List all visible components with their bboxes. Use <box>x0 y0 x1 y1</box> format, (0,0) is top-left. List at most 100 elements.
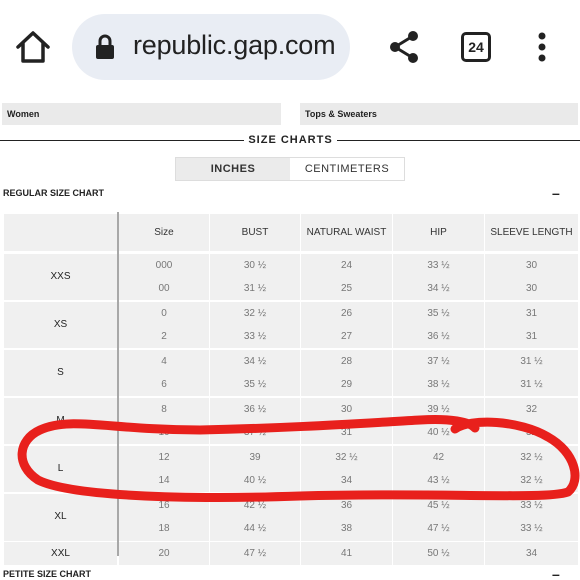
table-cell: 31 ½ <box>243 282 267 294</box>
table-cell: 33 ½ <box>427 259 450 271</box>
home-icon[interactable] <box>14 28 52 66</box>
units-toggle: INCHES CENTIMETERS <box>175 157 405 181</box>
table-cell: 38 ½ <box>427 379 450 390</box>
table-cell: 36 <box>340 500 353 511</box>
column-separator <box>117 212 119 556</box>
collapse-petite-chart-button[interactable]: – <box>552 566 560 580</box>
table-cell-bg <box>119 253 209 301</box>
section-title: SIZE CHARTS <box>248 134 333 146</box>
table-cell: 30 <box>340 403 353 415</box>
table-cell: 40 ½ <box>427 427 450 439</box>
table-cell: 32 ½ <box>335 451 358 463</box>
table-cell: 34 <box>340 475 353 487</box>
table-cell: 45 ½ <box>427 500 450 511</box>
table-cell: 12 <box>158 451 170 463</box>
menu-icon[interactable] <box>532 32 552 62</box>
size-group-cell <box>4 542 117 566</box>
table-cell: 47 ½ <box>243 548 267 560</box>
share-icon[interactable] <box>388 30 420 64</box>
divider <box>0 140 244 141</box>
table-cell: 42 <box>432 451 445 463</box>
size-group-cell <box>4 253 117 301</box>
size-label: L <box>57 463 64 475</box>
header-cell <box>210 214 300 251</box>
table-cell-bg <box>485 301 578 349</box>
table-cell-bg <box>485 349 578 397</box>
table-cell: 4 <box>161 355 167 367</box>
table-cell: 34 <box>525 548 538 560</box>
table-cell-bg <box>119 542 209 566</box>
table-cell: 27 <box>340 330 353 342</box>
size-label: XXL <box>51 547 70 559</box>
size-label: XS <box>53 318 68 330</box>
table-cell: 33 ½ <box>520 500 543 511</box>
table-cell-bg <box>393 349 484 397</box>
centimeters-button[interactable]: CENTIMETERS <box>290 158 404 180</box>
url-text[interactable]: republic.gap.com <box>133 30 336 60</box>
tab-switcher-button[interactable]: 24 <box>461 32 491 62</box>
table-cell: 0 <box>161 307 167 319</box>
address-bar[interactable] <box>72 14 350 80</box>
size-label: XXS <box>50 270 71 282</box>
browser-toolbar: republic.gap.com 24 <box>0 0 580 95</box>
table-cell: 33 ½ <box>520 523 543 535</box>
table-cell: 29 <box>340 379 353 390</box>
category-filter[interactable]: Tops & Sweaters <box>300 103 578 125</box>
header-corner-cell <box>4 214 117 251</box>
table-cell: 00 <box>158 282 170 294</box>
table-cell: 8 <box>161 403 167 415</box>
table-cell-bg <box>119 301 209 349</box>
size-label: XL <box>54 511 67 523</box>
table-cell: 35 ½ <box>427 307 450 319</box>
column-header: SLEEVE LENGTH <box>490 227 573 238</box>
table-cell: 30 <box>525 282 538 294</box>
table-cell: 34 ½ <box>427 282 450 294</box>
size-label: S <box>57 367 64 378</box>
regular-size-chart-title[interactable]: REGULAR SIZE CHART <box>3 188 104 198</box>
table-cell: 40 ½ <box>243 475 267 487</box>
table-cell: 41 <box>340 548 353 560</box>
table-cell-bg <box>210 253 300 301</box>
column-header: HIP <box>430 227 447 238</box>
table-cell: 36 ½ <box>427 330 450 342</box>
table-cell: 32 ½ <box>243 307 267 319</box>
table-cell: 28 <box>340 355 353 367</box>
table-cell-bg <box>301 349 392 397</box>
inches-button[interactable]: INCHES <box>176 158 290 180</box>
table-cell-bg <box>393 253 484 301</box>
table-cell-bg <box>393 301 484 349</box>
size-label: M <box>56 415 65 427</box>
table-cell: 39 ½ <box>427 403 450 415</box>
table-cell: 43 ½ <box>427 475 450 487</box>
table-cell: 18 <box>158 523 170 535</box>
table-cell: 35 ½ <box>243 379 267 390</box>
table-cell: 32 <box>525 403 538 415</box>
table-cell: 30 ½ <box>243 259 267 271</box>
table-cell: 38 <box>340 523 353 535</box>
table-cell: 32 ½ <box>520 475 543 487</box>
table-cell: 34 ½ <box>243 355 267 367</box>
column-header: BUST <box>241 227 269 238</box>
divider <box>337 140 580 141</box>
table-cell-bg <box>210 349 300 397</box>
table-cell-bg <box>210 301 300 349</box>
table-cell: 42 ½ <box>243 500 267 511</box>
header-cell <box>301 214 392 251</box>
table-cell-bg <box>210 542 300 566</box>
department-filter[interactable]: Women <box>2 103 281 125</box>
size-group-cell <box>4 349 117 397</box>
table-cell-bg <box>301 542 392 566</box>
collapse-regular-chart-button[interactable]: – <box>552 185 560 201</box>
table-cell-bg <box>485 253 578 301</box>
column-header: NATURAL WAIST <box>306 227 387 238</box>
petite-size-chart-title[interactable]: PETITE SIZE CHART <box>3 569 92 579</box>
table-cell: 33 ½ <box>243 330 267 342</box>
table-cell: 36 ½ <box>243 403 267 415</box>
table-cell: 50 ½ <box>427 548 450 560</box>
table-cell-bg <box>485 542 578 566</box>
table-cell: 6 <box>161 379 167 390</box>
table-cell: 32 <box>525 427 538 439</box>
column-header: Size <box>154 227 174 238</box>
table-cell: 31 <box>340 427 353 439</box>
table-cell: 000 <box>155 259 173 271</box>
